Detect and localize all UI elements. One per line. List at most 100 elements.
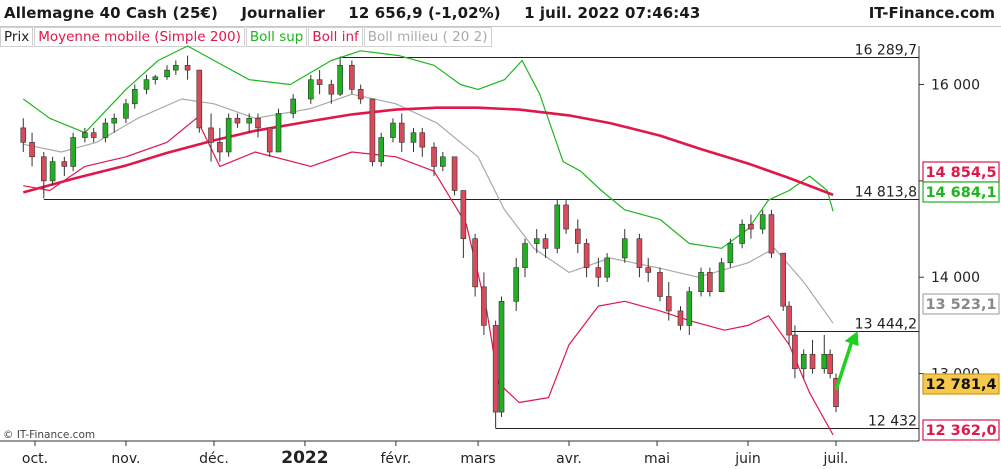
candle-body-13 [152,76,159,81]
candle-body-23 [255,117,261,129]
candle-body-44 [481,286,487,326]
candle-body-76 [809,353,816,370]
candle-body-5 [70,137,76,167]
datetime-label: 1 juil. 2022 07:46:43 [524,4,701,22]
legend-item-boll-inf[interactable]: Boll inf [308,27,363,47]
legend-item-boll-sup[interactable]: Boll sup [245,27,308,47]
x-tick-label-4: févr. [381,451,412,467]
candle-body-6 [82,132,88,138]
candle-body-12 [143,79,150,90]
candle-body-7 [90,132,97,138]
candle-body-59 [645,267,652,273]
candle-body-40 [440,156,446,167]
candle-body-77 [821,353,828,370]
x-tick-label-7: mai [644,451,670,467]
candle-body-50 [542,238,549,249]
candle-body-70 [759,214,766,230]
x-tick-label-9: juil. [823,451,849,467]
candle-body-15 [173,64,179,71]
candle-body-28 [316,79,323,85]
candle-body-36 [398,122,405,143]
x-tick-label-3: 2022 [281,448,328,468]
chart-title: Allemagne 40 Cash (25€) Journalier 12 65… [4,4,718,22]
boll-sup-line [22,45,834,249]
candle-body-45 [492,325,499,413]
candle-body-34 [378,137,385,162]
candle-body-25 [275,113,282,153]
price-tag-label-last: 12 781,4 [925,377,996,393]
candle-body-33 [369,98,376,162]
price-tag-boll_inf [922,419,1000,441]
candle-body-20 [225,117,232,153]
candle-body-14 [164,69,170,78]
candle-body-42 [460,190,467,239]
candle-body-3 [49,161,56,182]
instrument-name: Allemagne 40 Cash (25€) [4,4,219,22]
price-tag-last [922,373,1000,395]
candle-body-56 [604,257,610,278]
candle-body-54 [583,243,590,268]
candle-body-31 [349,64,355,90]
price-tag-label-sma200: 14 854,5 [925,165,996,181]
candle-body-62 [677,310,684,326]
candle-body-53 [575,228,581,244]
candle-body-64 [698,272,704,292]
candle-body-60 [657,272,663,297]
candle-body-66 [718,262,725,292]
legend-item-sma200[interactable]: Moyenne mobile (Simple 200) [34,27,245,47]
sma200-line [22,106,834,197]
candle-body-8 [102,122,109,138]
x-tick-label-0: oct. [22,451,48,467]
candle-body-0 [20,127,27,143]
brand-label[interactable]: IT-Finance.com [868,4,995,22]
candle-body-73 [786,305,792,336]
candle-body-79 [833,378,839,408]
legend-item-boll-mid[interactable]: Boll milieu ( 20 2) [363,27,492,47]
candle-body-63 [686,291,693,326]
title-bar: Allemagne 40 Cash (25€) Journalier 12 65… [0,0,1001,27]
candle-body-47 [513,267,519,302]
candle-body-9 [111,117,118,124]
price-tag-label-boll_sup: 14 684,1 [925,185,996,201]
candle-body-68 [739,223,745,244]
candle-body-52 [563,204,569,230]
candle-body-2 [41,156,47,182]
x-tick-label-6: avr. [556,451,582,467]
hline-label-0: 16 289,7 [855,43,917,59]
period-label: Journalier [241,4,325,22]
legend-item-prix[interactable]: Prix [0,27,34,47]
price-tag-boll_sup [922,181,1000,203]
legend: Prix Moyenne mobile (Simple 200) Boll sup B… [0,27,493,47]
y-tick-label-14000: 14 000 [931,270,980,286]
candle-body-32 [357,89,364,100]
candle-body-55 [595,267,602,278]
candle-body-41 [451,156,458,191]
x-tick-label-2: déc. [199,451,229,467]
hline-label-1: 14 813,8 [855,185,917,201]
candle-body-17 [196,69,203,129]
candle-body-38 [419,132,426,148]
candle-body-67 [727,243,734,264]
hline-label-2: 13 444,2 [855,317,917,333]
candle-body-75 [800,353,807,370]
candle-body-35 [390,122,396,138]
candle-body-10 [123,103,129,119]
candle-body-74 [792,334,798,370]
candle-body-22 [246,117,252,124]
candle-body-29 [328,84,335,95]
candle-body-18 [208,127,214,143]
candle-body-78 [827,353,833,374]
arrow-head [844,331,859,347]
candle-body-19 [217,142,223,153]
boll-inf-line [23,117,834,436]
x-tick-label-1: nov. [111,451,140,467]
candle-body-30 [337,64,343,95]
candle-body-69 [748,223,754,230]
y-tick-label-16000: 16 000 [931,78,980,94]
x-tick-label-8: juin [734,451,761,467]
candle-body-27 [308,79,314,100]
candle-body-11 [131,89,138,105]
candle-body-37 [410,132,417,143]
candle-body-46 [498,301,505,413]
